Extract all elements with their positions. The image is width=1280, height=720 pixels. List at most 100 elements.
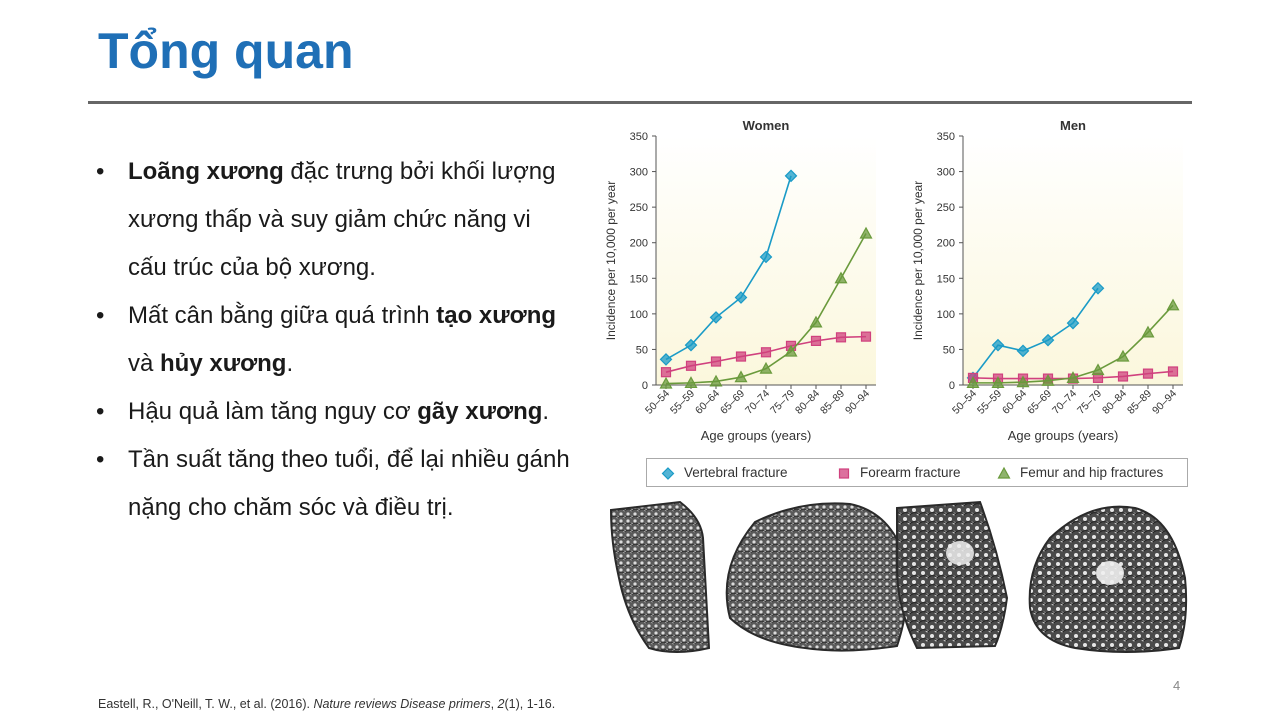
y-tick-label: 150 xyxy=(630,273,648,285)
citation-volume-sep: , xyxy=(490,697,498,711)
data-point xyxy=(1066,316,1080,330)
citation: Eastell, R., O'Neill, T. W., et al. (201… xyxy=(98,697,555,711)
legend-item: Femur and hip fractures xyxy=(997,465,1163,480)
data-point xyxy=(1141,325,1155,338)
x-tick-label: 55–59 xyxy=(668,388,697,417)
square-marker-icon xyxy=(838,467,850,479)
chart-legend: Vertebral fracture Forearm fracture Femur … xyxy=(646,458,1188,487)
y-tick-label: 200 xyxy=(630,238,648,250)
data-point xyxy=(760,347,772,358)
y-axis-label: Incidence per 10,000 per year xyxy=(604,181,618,340)
x-tick-label: 60–64 xyxy=(1000,388,1029,417)
x-tick-label: 90–94 xyxy=(843,388,872,417)
legend-label: Femur and hip fractures xyxy=(1020,465,1164,480)
data-point xyxy=(735,351,747,362)
bone-section-3-void xyxy=(946,541,974,565)
y-axis-label: Incidence per 10,000 per year xyxy=(911,181,925,340)
data-point xyxy=(991,376,1005,388)
data-point xyxy=(1016,344,1030,358)
men-chart: 05010015020025030035050–5455–5960–6465–6… xyxy=(911,118,1183,443)
data-point xyxy=(685,360,697,371)
data-point xyxy=(809,315,823,328)
chart-title: Women xyxy=(743,118,790,133)
bullet-text: . xyxy=(542,398,550,425)
title-divider xyxy=(88,101,1192,104)
data-point xyxy=(734,370,748,383)
data-point xyxy=(1091,281,1105,295)
legend-marker xyxy=(838,467,850,479)
data-point xyxy=(684,376,698,388)
x-tick-label: 70–74 xyxy=(1050,388,1079,417)
y-tick-label: 150 xyxy=(937,273,955,285)
data-point xyxy=(759,361,773,374)
data-point xyxy=(835,332,847,343)
data-point xyxy=(860,331,872,342)
y-tick-label: 100 xyxy=(630,309,648,321)
data-point xyxy=(991,338,1005,352)
y-tick-label: 100 xyxy=(937,309,955,321)
women-chart: 05010015020025030035050–5455–5960–6465–6… xyxy=(604,118,876,443)
triangle-marker-icon xyxy=(997,466,1011,479)
bullet-bold-text: hủy xương xyxy=(160,350,287,377)
data-point xyxy=(1041,373,1055,386)
bullet-text: . xyxy=(286,350,294,377)
data-point xyxy=(709,374,723,387)
y-tick-label: 350 xyxy=(937,131,955,143)
data-point xyxy=(1116,349,1130,362)
data-point xyxy=(660,367,672,378)
data-point xyxy=(659,353,673,366)
data-point xyxy=(1041,333,1055,347)
bullet-text: đặc trưng bởi khối lượng xương thấp và s… xyxy=(128,158,556,281)
series-line xyxy=(665,175,792,361)
x-tick-label: 55–59 xyxy=(975,388,1004,417)
data-point xyxy=(1016,375,1030,388)
data-point xyxy=(834,271,848,284)
x-axis-label: Age groups (years) xyxy=(701,428,812,443)
legend-label: Forearm fracture xyxy=(860,465,961,480)
y-tick-label: 300 xyxy=(630,167,648,179)
data-point xyxy=(734,291,748,304)
page-number: 4 xyxy=(1173,678,1181,693)
x-axis-label: Age groups (years) xyxy=(1008,428,1119,443)
chart-title: Men xyxy=(1060,118,1086,133)
x-tick-label: 75–79 xyxy=(1075,388,1104,417)
bullet-bold-text: gãy xương xyxy=(417,398,543,425)
bullet-item: Loãng xương đặc trưng bởi khối lượng xươ… xyxy=(96,148,576,292)
bullet-text: Tần suất tăng theo tuổi, để lại nhiều gá… xyxy=(128,446,570,521)
citation-volume: 2 xyxy=(497,697,505,711)
legend-label: Vertebral fracture xyxy=(684,465,788,480)
y-tick-label: 250 xyxy=(630,202,648,214)
bullet-item: Tần suất tăng theo tuổi, để lại nhiều gá… xyxy=(96,436,576,532)
data-point xyxy=(1142,368,1154,379)
bullet-text: và xyxy=(128,350,161,377)
x-tick-label: 90–94 xyxy=(1150,388,1179,417)
y-tick-label: 200 xyxy=(937,238,955,250)
data-point xyxy=(1117,371,1129,382)
data-point xyxy=(710,356,722,367)
y-tick-label: 0 xyxy=(642,380,648,392)
incidence-charts: 05010015020025030035050–5455–5960–6465–6… xyxy=(604,118,1183,443)
legend-item: Forearm fracture xyxy=(837,465,961,480)
data-point xyxy=(784,169,798,183)
citation-authors: Eastell, R., O'Neill, T. W., et al. (201… xyxy=(98,697,314,711)
legend-marker xyxy=(997,466,1011,479)
bullet-text: Mất cân bằng giữa quá trình xyxy=(128,302,437,329)
data-point xyxy=(709,311,723,324)
bullet-bold-text: Loãng xương xyxy=(128,158,284,185)
data-point xyxy=(684,338,698,352)
x-tick-label: 75–79 xyxy=(768,388,797,417)
x-tick-label: 80–84 xyxy=(1100,388,1129,417)
data-point xyxy=(1166,298,1180,311)
bone-microstructure-images xyxy=(605,498,1190,656)
x-tick-label: 85–89 xyxy=(818,388,847,417)
x-tick-label: 85–89 xyxy=(1125,388,1154,417)
legend-item: Vertebral fracture xyxy=(661,465,788,480)
bone-section-1 xyxy=(609,500,711,653)
data-point xyxy=(1066,371,1080,383)
x-tick-label: 80–84 xyxy=(793,388,822,417)
series-line xyxy=(972,287,1099,379)
data-point xyxy=(759,250,773,264)
y-tick-label: 50 xyxy=(943,344,955,356)
data-point xyxy=(784,344,798,357)
diamond-marker-icon xyxy=(661,466,675,480)
